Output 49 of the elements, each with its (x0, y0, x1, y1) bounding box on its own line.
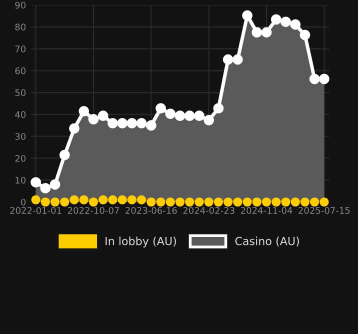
y-tick-label: 90 (15, 2, 26, 9)
point (98, 195, 108, 204)
point (108, 195, 118, 204)
point (204, 197, 214, 207)
point (175, 197, 185, 207)
point (300, 197, 310, 207)
point (185, 197, 194, 207)
y-tick-label: 40 (15, 111, 26, 118)
point (252, 197, 262, 207)
point (310, 197, 320, 207)
legend-label: In lobby (AU) (106, 236, 176, 248)
y-tick-label: 50 (15, 89, 26, 96)
point (272, 197, 281, 207)
legend-label: Casino (AU) (235, 236, 299, 247)
point (146, 197, 156, 207)
point (320, 197, 329, 207)
point (40, 197, 50, 207)
x-tick-label: 2022-10-07 (68, 207, 119, 214)
point (290, 197, 300, 207)
x-tick-label: 2022-01-01 (10, 207, 62, 214)
point (224, 197, 233, 207)
point (88, 197, 98, 207)
point (60, 197, 70, 207)
point (194, 197, 204, 207)
point (214, 197, 223, 207)
y-tick-label: 60 (15, 67, 26, 74)
point (242, 197, 252, 207)
point (166, 197, 175, 207)
point (127, 195, 136, 204)
point (31, 195, 40, 204)
y-tick-label: 10 (16, 176, 26, 184)
x-tick-label: 2024-11-04 (240, 207, 292, 214)
point (233, 197, 242, 207)
y-tick-label: 0 (20, 198, 26, 206)
y-tick-label: 20 (15, 154, 26, 162)
y-tick-label: 70 (15, 46, 26, 52)
point (70, 195, 79, 204)
point (262, 197, 272, 207)
x-tick-label: 2023-06-16 (126, 207, 177, 214)
point (50, 197, 60, 207)
y-tick-label: 80 (15, 24, 26, 30)
point (137, 195, 146, 204)
point (281, 197, 290, 207)
point (118, 195, 127, 204)
x-tick-label: 2024-02-23 (183, 207, 234, 214)
point (156, 197, 166, 207)
x-tick-label: 2025-07-15 (298, 207, 350, 214)
point (79, 195, 88, 204)
y-tick-label: 30 (15, 133, 26, 140)
